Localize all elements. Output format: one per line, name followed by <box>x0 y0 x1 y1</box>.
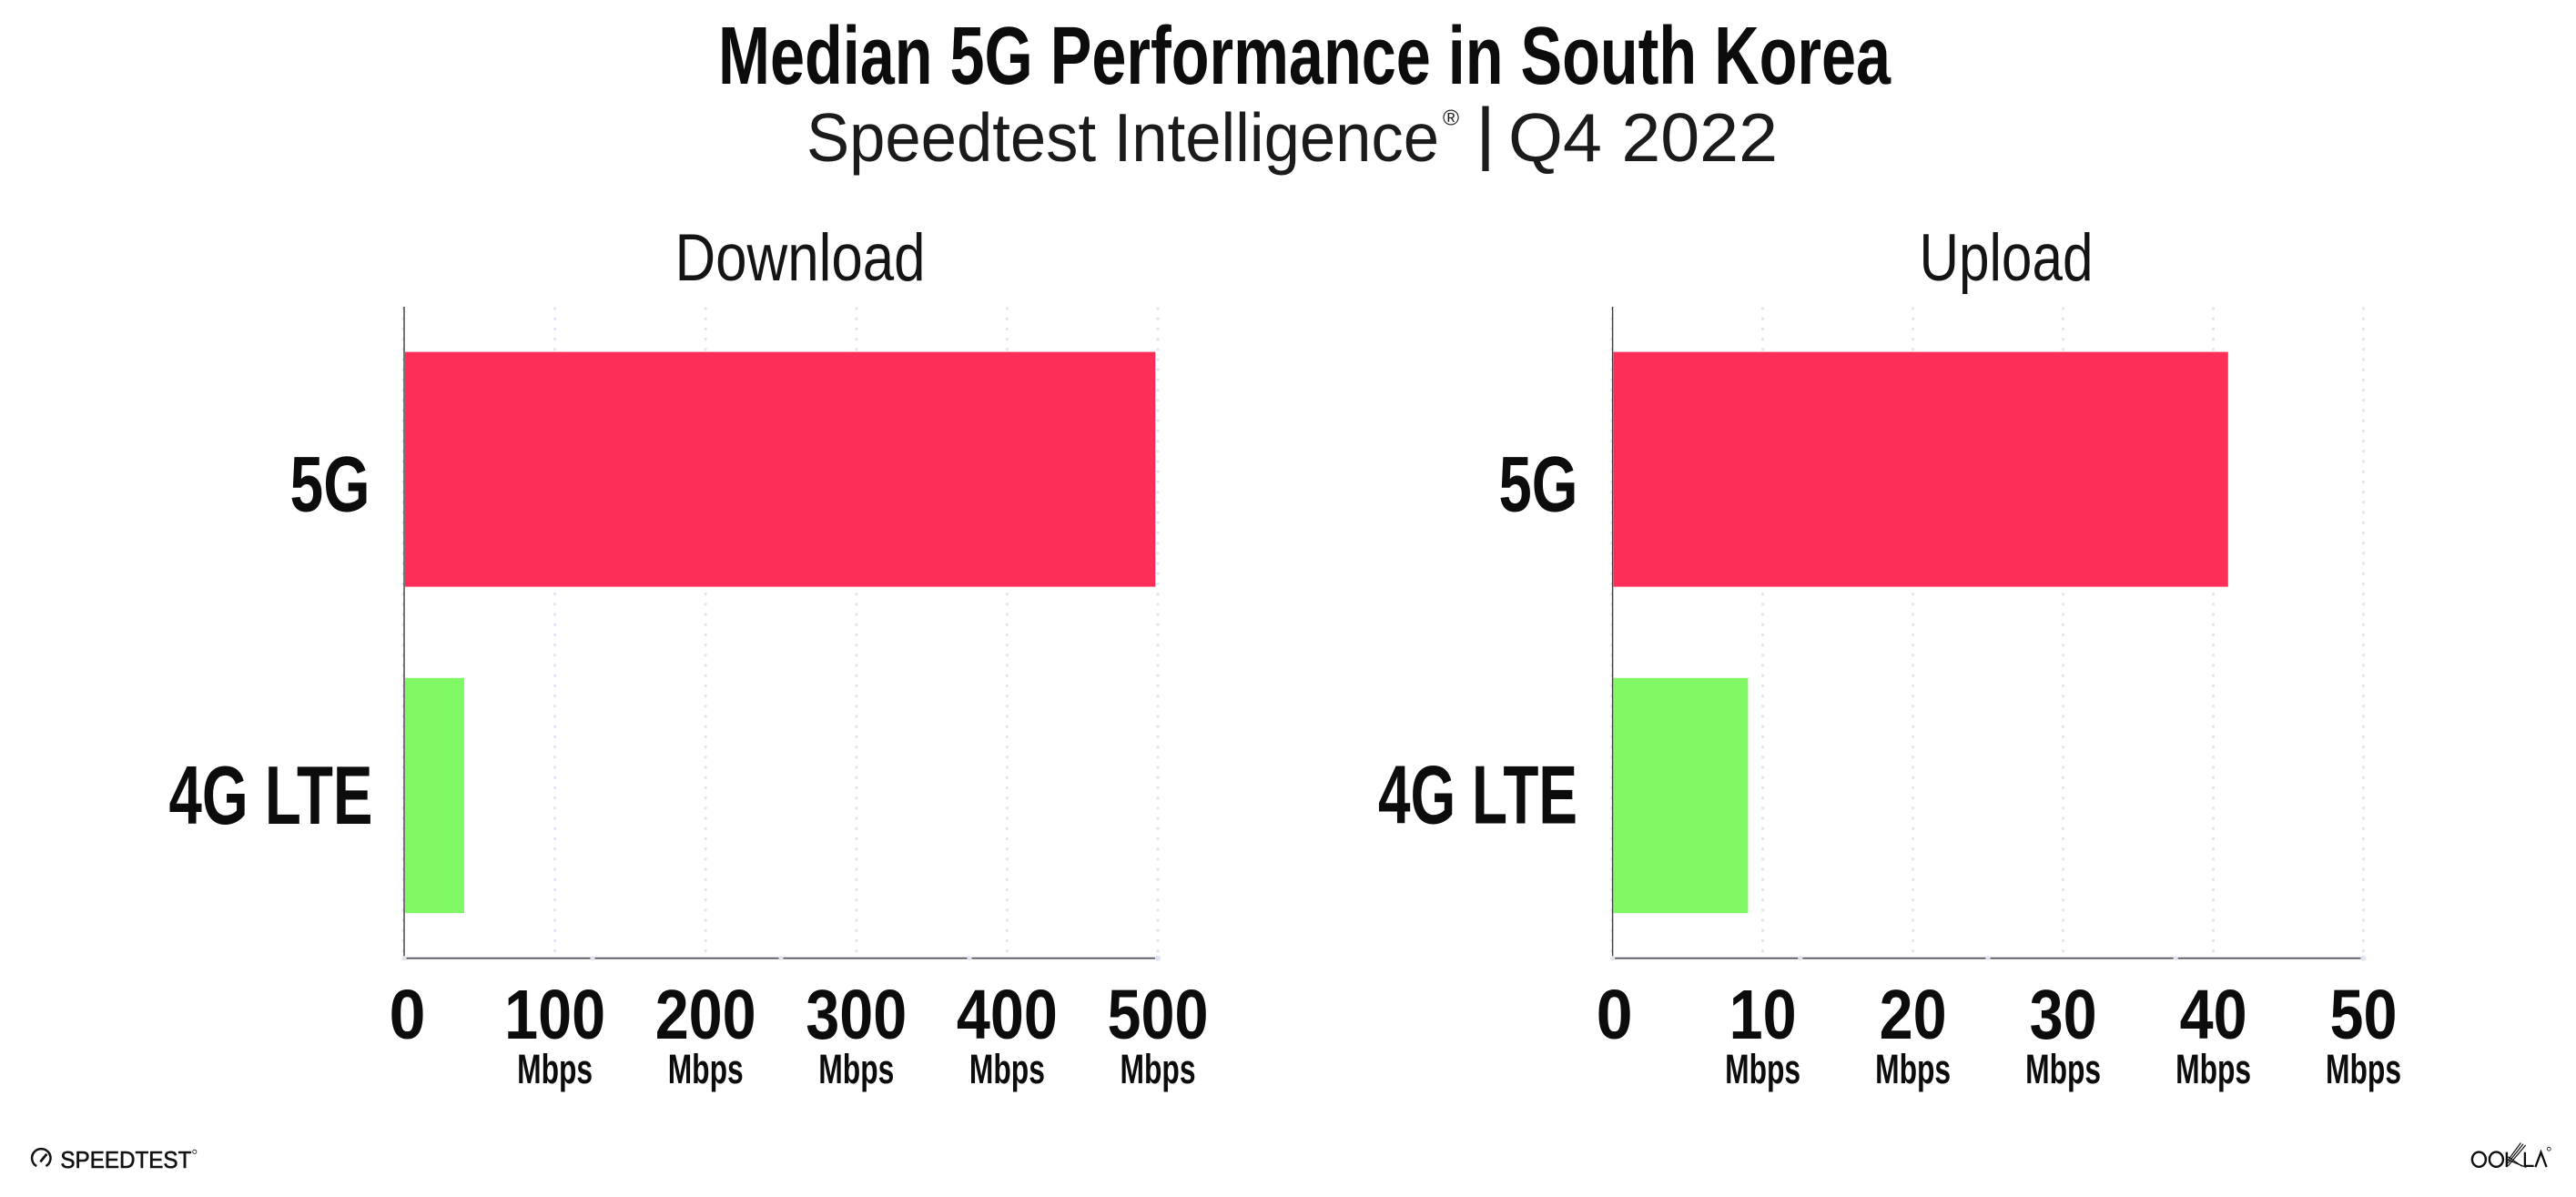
svg-text:10: 10 <box>1729 976 1797 1054</box>
svg-text:300: 300 <box>806 976 907 1054</box>
svg-text:5G: 5G <box>290 441 370 529</box>
svg-text:Upload: Upload <box>1920 221 2094 295</box>
svg-text:30: 30 <box>2030 976 2097 1054</box>
svg-text:500: 500 <box>1108 976 1209 1054</box>
svg-text:4G LTE: 4G LTE <box>169 750 373 842</box>
svg-text:200: 200 <box>655 976 756 1054</box>
svg-text:Speedtest Intelligence: Speedtest Intelligence <box>806 99 1439 176</box>
svg-text:100: 100 <box>504 976 605 1054</box>
svg-text:®: ® <box>1443 107 1459 131</box>
svg-text:Mbps: Mbps <box>668 1046 744 1092</box>
svg-text:Mbps: Mbps <box>2175 1046 2251 1092</box>
svg-text:Median 5G Performance in South: Median 5G Performance in South Korea <box>718 11 1891 102</box>
svg-text:Mbps: Mbps <box>2025 1046 2101 1092</box>
svg-text:SPEEDTEST: SPEEDTEST <box>60 1146 191 1173</box>
svg-text:0: 0 <box>390 976 426 1054</box>
svg-text:Mbps: Mbps <box>969 1046 1045 1092</box>
svg-text:40: 40 <box>2180 976 2247 1054</box>
svg-text:Mbps: Mbps <box>818 1046 894 1092</box>
svg-text:Mbps: Mbps <box>1121 1046 1196 1092</box>
svg-text:Mbps: Mbps <box>1875 1046 1951 1092</box>
svg-text:5G: 5G <box>1499 441 1578 529</box>
svg-text:Mbps: Mbps <box>517 1046 593 1092</box>
svg-text:Download: Download <box>675 221 926 295</box>
svg-text:Q4 2022: Q4 2022 <box>1508 99 1778 176</box>
svg-text:20: 20 <box>1880 976 1947 1054</box>
svg-text:4G LTE: 4G LTE <box>1378 750 1577 842</box>
svg-text:Mbps: Mbps <box>2326 1046 2401 1092</box>
svg-text:50: 50 <box>2330 976 2398 1054</box>
svg-text:Mbps: Mbps <box>1725 1046 1800 1092</box>
svg-text:0: 0 <box>1597 976 1633 1054</box>
svg-text:400: 400 <box>957 976 1058 1054</box>
